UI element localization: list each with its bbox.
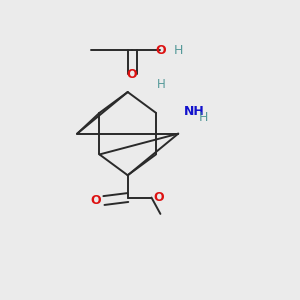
Text: H: H	[199, 111, 208, 124]
Text: O: O	[155, 44, 166, 57]
Text: H: H	[173, 44, 183, 57]
Text: O: O	[90, 194, 101, 207]
Text: NH: NH	[184, 105, 205, 118]
Text: O: O	[153, 191, 164, 204]
Text: O: O	[127, 68, 137, 81]
Text: H: H	[157, 78, 166, 91]
